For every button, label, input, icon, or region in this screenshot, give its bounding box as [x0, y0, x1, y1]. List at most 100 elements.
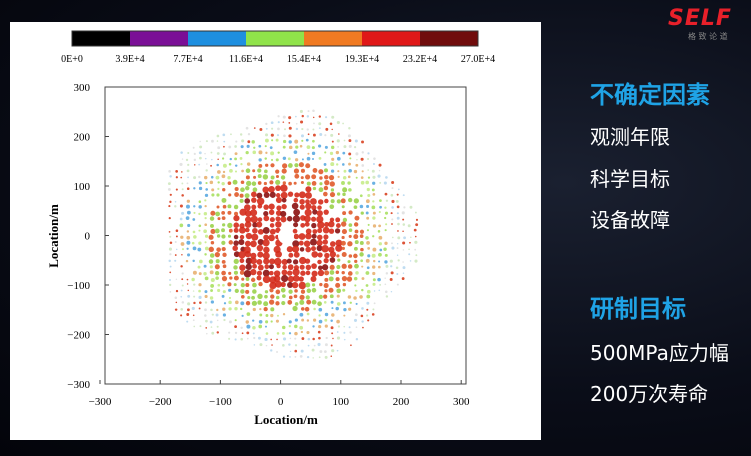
dot	[168, 170, 171, 173]
dot	[270, 163, 275, 168]
dot	[355, 289, 358, 293]
dot	[391, 199, 395, 204]
dot	[294, 302, 299, 306]
dot	[324, 222, 330, 228]
dot	[295, 122, 298, 125]
dot	[228, 320, 232, 324]
dot	[269, 288, 274, 293]
dot	[312, 167, 318, 173]
dot	[217, 217, 221, 221]
dot	[241, 277, 245, 281]
dot	[263, 246, 270, 254]
dot	[324, 312, 329, 317]
dot	[402, 241, 406, 245]
dot	[371, 205, 376, 210]
dot	[359, 234, 364, 238]
dot	[273, 275, 281, 282]
dot	[216, 247, 221, 252]
dot	[402, 223, 406, 226]
dot	[269, 217, 275, 223]
dot	[384, 253, 388, 257]
dot	[186, 182, 189, 185]
dot	[300, 330, 304, 334]
dot	[292, 274, 300, 282]
dot	[355, 337, 359, 341]
y-axis-label: Location/m	[46, 204, 61, 268]
dot	[304, 221, 310, 227]
dot	[336, 331, 339, 333]
dot	[270, 320, 273, 323]
dot	[198, 241, 202, 245]
dot	[167, 182, 171, 186]
dot	[269, 180, 274, 185]
dot	[313, 307, 316, 311]
dot	[208, 259, 214, 264]
dot	[244, 210, 252, 217]
dot	[413, 228, 417, 232]
dot	[311, 174, 317, 180]
dot	[223, 140, 226, 143]
dot	[318, 156, 322, 160]
dot	[228, 288, 232, 292]
dot	[323, 191, 328, 197]
dot	[295, 145, 299, 149]
dot	[318, 265, 323, 271]
dot	[306, 299, 312, 305]
dot	[269, 258, 276, 265]
dot	[366, 241, 370, 245]
dot	[228, 145, 232, 149]
dot	[240, 326, 243, 330]
dot	[372, 271, 376, 276]
dot	[252, 227, 258, 234]
dot	[323, 185, 329, 191]
dot	[186, 199, 190, 203]
dot	[253, 344, 256, 346]
dot	[401, 211, 405, 215]
dot	[270, 121, 274, 125]
dot	[175, 248, 178, 251]
dot	[253, 127, 256, 129]
dot	[253, 336, 256, 340]
dot	[234, 211, 239, 216]
dot	[343, 169, 347, 173]
dot	[169, 175, 172, 178]
dot	[210, 284, 215, 288]
dot	[199, 156, 202, 160]
dot	[329, 270, 335, 275]
dot	[217, 181, 220, 184]
dot	[246, 331, 250, 335]
dot	[240, 282, 245, 288]
dot	[235, 300, 239, 305]
dot	[198, 163, 201, 166]
dot	[317, 234, 323, 241]
dot	[335, 244, 343, 252]
dot	[402, 194, 405, 197]
dot	[347, 271, 353, 276]
dot	[348, 127, 351, 130]
dot	[193, 283, 196, 286]
dot	[311, 158, 315, 161]
dot	[361, 277, 365, 281]
dot	[373, 157, 376, 160]
dot	[367, 169, 370, 171]
dot	[193, 158, 197, 162]
dot	[311, 287, 317, 293]
dot	[391, 242, 393, 245]
dot	[204, 175, 208, 180]
dot	[263, 192, 270, 198]
dot	[239, 226, 246, 234]
dot	[313, 344, 316, 347]
dot	[372, 224, 377, 228]
dot	[221, 294, 225, 298]
dot	[179, 204, 183, 208]
dot	[414, 259, 418, 263]
dot	[228, 240, 234, 245]
dot	[408, 253, 411, 256]
dot	[348, 326, 351, 329]
dot	[408, 248, 410, 251]
dot	[193, 176, 197, 180]
dot	[318, 115, 321, 118]
dot	[409, 241, 411, 244]
dot	[228, 162, 232, 166]
dot	[252, 326, 256, 330]
